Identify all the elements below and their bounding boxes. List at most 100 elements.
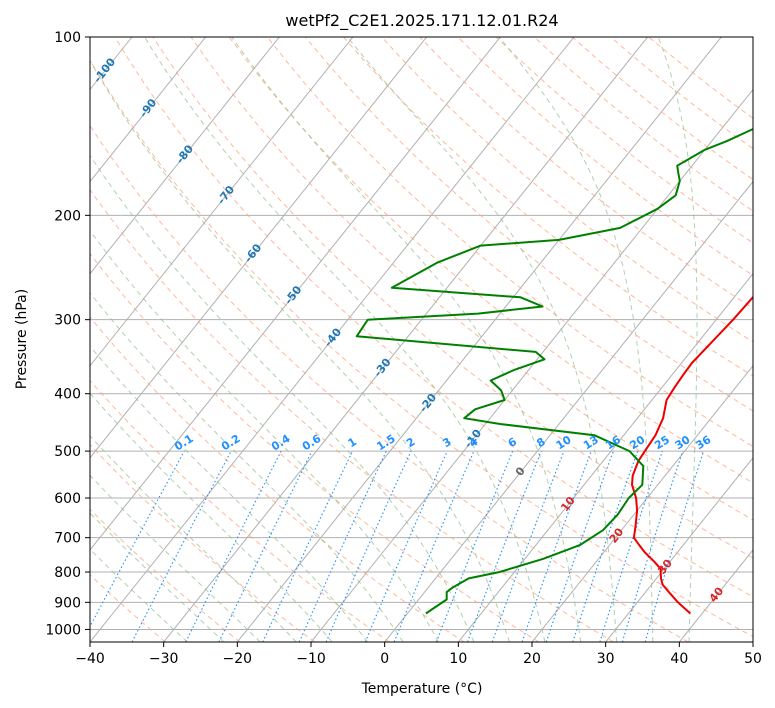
dry-adiabat bbox=[533, 37, 753, 212]
mixing-ratio-line bbox=[644, 450, 705, 642]
moist-adiabat bbox=[90, 392, 333, 642]
isotherm-line bbox=[90, 37, 501, 551]
dry-adiabat bbox=[90, 508, 241, 642]
moist-adiabat bbox=[144, 37, 546, 642]
mixing-ratio-label: 0.1 bbox=[172, 432, 195, 453]
y-tick-label: 300 bbox=[54, 313, 81, 329]
mixing-ratio-line bbox=[218, 450, 313, 642]
isotherm-line bbox=[90, 37, 280, 275]
dry-adiabat bbox=[343, 37, 753, 377]
y-tick-label: 900 bbox=[54, 595, 81, 611]
x-tick-label: 40 bbox=[670, 651, 688, 667]
moist-adiabat bbox=[90, 435, 297, 642]
mixing-ratio-label: 20 bbox=[627, 433, 647, 452]
dry-adiabat bbox=[90, 252, 540, 642]
dewpoint-line bbox=[355, 127, 753, 615]
x-tick-label: 0 bbox=[380, 651, 389, 667]
x-tick-label: 30 bbox=[597, 651, 615, 667]
dry-adiabat bbox=[90, 574, 166, 642]
y-tick-label: 700 bbox=[54, 531, 81, 547]
y-tick-label: 1000 bbox=[45, 622, 81, 638]
mixing-ratio-line bbox=[435, 450, 514, 642]
isotherm-line bbox=[236, 37, 722, 642]
dry-adiabat bbox=[152, 37, 753, 559]
isotherm-line bbox=[90, 37, 428, 459]
moist-adiabat bbox=[90, 474, 261, 642]
isotherm-line bbox=[531, 364, 753, 642]
isotherm-line bbox=[678, 549, 753, 642]
series-layer bbox=[355, 127, 753, 615]
dry-adiabat bbox=[381, 37, 753, 343]
mixing-ratio-line bbox=[521, 450, 592, 642]
moist-adiabat bbox=[657, 37, 698, 642]
dry-adiabat bbox=[228, 37, 753, 484]
mixing-ratio-line bbox=[545, 450, 614, 642]
y-axis-ticks: 100 200 300 400 500 600 700 800 900 1000 bbox=[45, 30, 90, 638]
moist-adiabat bbox=[90, 59, 510, 642]
dry-adiabat bbox=[90, 59, 753, 638]
x-axis-ticks: −40 −30 −20 −10 0 10 20 30 40 50 bbox=[75, 642, 762, 667]
isotherm-line bbox=[605, 457, 753, 642]
moist-adiabat bbox=[90, 154, 475, 642]
isotherm-line bbox=[90, 37, 575, 642]
mixing-ratio-line bbox=[185, 450, 282, 642]
dry-adiabat bbox=[90, 379, 390, 642]
mixing-ratio-label: 0.6 bbox=[300, 432, 324, 454]
temperature-line bbox=[631, 295, 753, 615]
isotherm-line bbox=[90, 37, 207, 183]
dry-adiabat bbox=[419, 37, 753, 309]
y-tick-label: 200 bbox=[54, 208, 81, 224]
dry-adiabat bbox=[266, 37, 753, 448]
y-tick-label: 100 bbox=[54, 30, 81, 46]
dry-adiabat bbox=[190, 37, 753, 521]
plot-frame bbox=[89, 36, 754, 643]
y-tick-label: 400 bbox=[54, 387, 81, 403]
mixing-ratio-line bbox=[599, 450, 663, 642]
x-tick-label: 10 bbox=[449, 651, 467, 667]
isotherm-line bbox=[163, 37, 649, 642]
isotherm-line bbox=[90, 37, 354, 367]
dry-adiabat bbox=[610, 37, 753, 150]
mixing-ratio-label: 0.4 bbox=[269, 432, 293, 454]
x-tick-label: −10 bbox=[296, 651, 326, 667]
mixing-ratio-line bbox=[466, 450, 542, 642]
mixing-ratio-line bbox=[572, 450, 639, 642]
y-axis-label: Pressure (hPa) bbox=[14, 289, 30, 389]
isotherm-line bbox=[310, 88, 753, 642]
moist-adiabat bbox=[90, 229, 439, 642]
mixing-ratio-line bbox=[325, 450, 412, 642]
chart-title: wetPf2_C2E1.2025.171.12.01.R24 bbox=[285, 11, 558, 31]
mixing-ratio-label: 0.2 bbox=[219, 432, 242, 453]
mixing-ratio-line bbox=[90, 450, 185, 628]
x-tick-label: −40 bbox=[75, 651, 105, 667]
dry-adiabat bbox=[114, 37, 753, 598]
moist-adiabat bbox=[498, 37, 654, 642]
x-tick-label: 50 bbox=[744, 651, 762, 667]
y-tick-label: 500 bbox=[54, 444, 81, 460]
x-tick-label: 20 bbox=[523, 651, 541, 667]
x-tick-label: −20 bbox=[223, 651, 253, 667]
isotherm-line bbox=[457, 272, 753, 642]
mixing-ratio-line bbox=[491, 450, 565, 642]
mixing-ratio-label: 6 bbox=[506, 435, 520, 450]
mixing-ratio-label: 2 bbox=[404, 435, 417, 450]
mixing-ratio-label: 3 bbox=[440, 435, 453, 450]
y-tick-label: 600 bbox=[54, 491, 81, 507]
moist-adiabat bbox=[90, 512, 225, 642]
dry-adiabat bbox=[90, 189, 614, 642]
dry-adiabat bbox=[90, 443, 316, 642]
mixing-ratio-label: 30 bbox=[673, 433, 693, 452]
dry-adiabat bbox=[571, 37, 753, 181]
mixing-ratio-label: 10 bbox=[554, 433, 574, 452]
mixing-ratio-line bbox=[621, 450, 684, 642]
x-axis-label: Temperature (°C) bbox=[361, 681, 483, 697]
line-labels: -100-90-80-70-60-50-40-30-20-10010203040… bbox=[91, 55, 726, 605]
mixing-ratio-line bbox=[131, 450, 232, 642]
mixing-ratio-line bbox=[393, 450, 475, 642]
dry-adiabat bbox=[648, 37, 753, 119]
mixing-ratio-line bbox=[364, 450, 448, 642]
isotherm-line bbox=[752, 641, 753, 642]
isotherm-line bbox=[384, 180, 753, 642]
mixing-ratio-label: 1 bbox=[346, 435, 359, 450]
